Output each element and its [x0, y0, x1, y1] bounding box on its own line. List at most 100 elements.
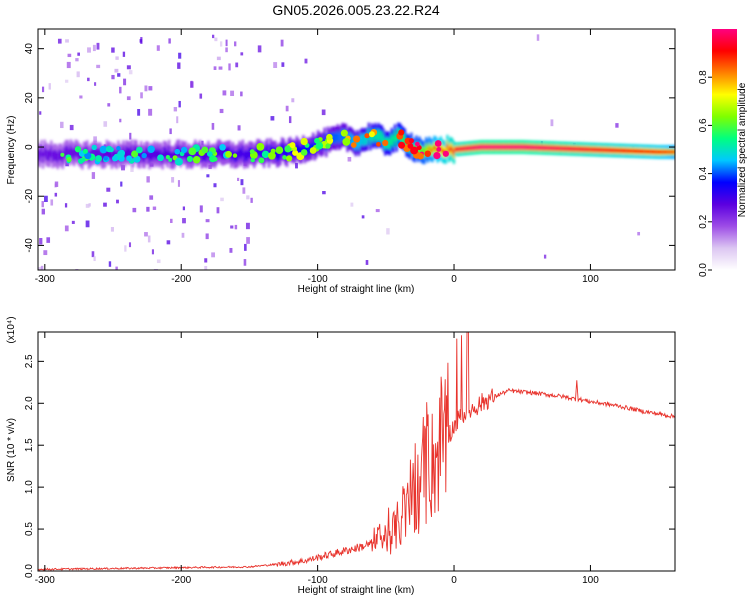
heat-speck — [106, 187, 111, 192]
heat-speck — [199, 93, 203, 99]
ridge-inner — [239, 149, 243, 161]
snr-series-line — [38, 332, 675, 571]
ridge-core — [516, 145, 519, 150]
heat-speck — [245, 222, 250, 230]
ridge-core — [655, 149, 659, 154]
ridge-blob — [108, 147, 114, 153]
ridge-core — [582, 147, 585, 152]
heat-speck — [229, 247, 233, 253]
ridge-blob — [250, 157, 255, 163]
heat-speck — [65, 39, 69, 43]
heat-speck — [115, 56, 119, 60]
ridge-blob — [180, 146, 188, 154]
ridge-inner — [266, 144, 269, 156]
ridge-blob — [436, 146, 442, 152]
ridge-inner — [274, 146, 277, 158]
ridge-inner — [311, 138, 315, 150]
ridge-core — [611, 148, 614, 153]
heat-speck — [67, 53, 72, 58]
heat-speck — [110, 226, 114, 232]
ridge-inner — [302, 141, 305, 153]
ridge-core — [613, 148, 616, 153]
y-tick-label: 1.0 — [24, 480, 35, 494]
ridge-core — [549, 146, 552, 151]
heat-speck — [85, 203, 90, 208]
ridge-blob — [232, 153, 238, 158]
ridge-core — [596, 147, 600, 152]
heat-speck — [77, 52, 80, 56]
colorbar-tick-label: 0.0 — [698, 263, 709, 277]
ridge-core — [460, 146, 464, 151]
heat-speck — [212, 34, 215, 39]
spectrogram-ylabel: Frequency (Hz) — [6, 116, 17, 185]
ridge-blob — [201, 146, 209, 154]
ridge-inner — [375, 131, 379, 143]
heat-speck — [285, 105, 289, 112]
heat-speck — [178, 52, 182, 59]
ridge-blob — [60, 152, 65, 157]
colorbar-tick-label: 0.6 — [698, 118, 709, 132]
ridge-blob — [398, 129, 405, 136]
ridge-blob — [219, 143, 226, 151]
ridge-core — [431, 148, 434, 153]
ridge-blob — [442, 150, 449, 157]
ridge-inner — [323, 133, 326, 145]
ridge-inner — [41, 151, 45, 163]
ridge-inner — [38, 150, 42, 162]
ridge-inner — [130, 145, 133, 157]
heat-speck — [176, 116, 179, 124]
heat-speck — [246, 195, 250, 200]
ridge-inner — [248, 147, 251, 159]
ridge-blob — [256, 142, 265, 151]
ridge-inner — [167, 145, 171, 157]
ridge-inner — [45, 148, 48, 160]
ridge-inner — [156, 147, 159, 159]
ridge-core — [433, 145, 436, 150]
heat-speck — [280, 39, 284, 47]
ridge-blob — [300, 137, 308, 146]
ridge-blob — [206, 151, 213, 157]
heat-speck — [615, 123, 619, 128]
ridge-core — [559, 146, 562, 151]
heat-speck — [65, 159, 69, 167]
ridge-inner — [244, 149, 248, 161]
snr-ylabel: SNR (10 * v/v) — [6, 418, 17, 482]
ridge-core — [457, 147, 461, 152]
ridge-inner — [388, 138, 392, 150]
heat-speck — [115, 266, 118, 270]
ridge-inner — [395, 134, 398, 146]
ridge-blob — [267, 151, 276, 160]
ridge-core — [478, 145, 482, 150]
heat-speck — [139, 39, 143, 43]
heat-speck — [132, 207, 137, 213]
heat-speck — [213, 183, 217, 188]
heat-speck — [85, 220, 90, 228]
ridge-core — [665, 149, 668, 154]
ridge-core — [557, 146, 560, 151]
ridge-blob — [414, 141, 420, 147]
heat-speck — [41, 201, 44, 208]
ridge-core — [583, 147, 587, 152]
colorbar-ticks: 0.0 0.2 0.4 0.6 0.8 — [698, 70, 712, 277]
y-tick-label: 2.0 — [24, 396, 35, 410]
ridge-inner — [390, 133, 393, 145]
ridge-core — [554, 146, 557, 151]
heat-speck — [177, 180, 181, 187]
ridge-core — [428, 146, 431, 151]
ridge-inner — [56, 152, 60, 164]
ridge-core — [672, 149, 675, 154]
ridge-blob — [410, 146, 419, 155]
heat-speck — [222, 90, 227, 96]
ridge-core — [488, 145, 492, 150]
ridge-inner — [187, 149, 190, 161]
ridge-core — [506, 145, 510, 150]
ridge-core — [608, 148, 611, 153]
ridge-core — [619, 148, 623, 153]
heat-speck — [93, 136, 97, 143]
ridge-inner — [153, 147, 156, 159]
ridge-inner — [241, 145, 245, 157]
heat-speck — [43, 250, 48, 256]
ridge-inner — [71, 147, 74, 159]
heat-speck — [96, 64, 101, 69]
heat-speck — [182, 206, 186, 211]
